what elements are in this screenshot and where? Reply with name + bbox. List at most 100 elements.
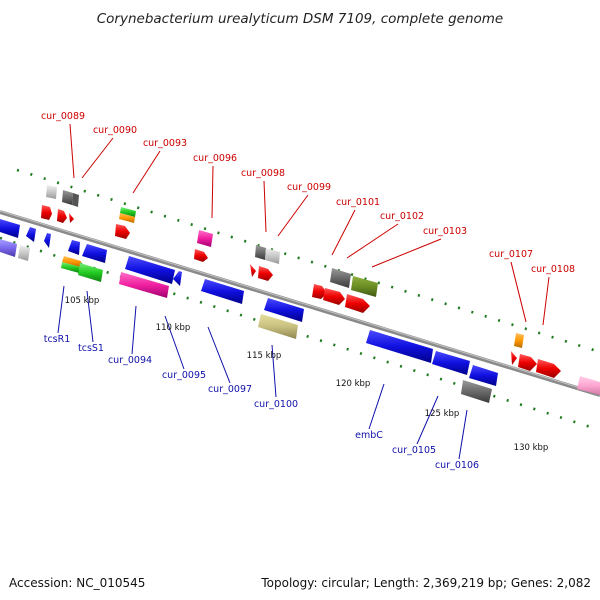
gene-cur0098-group (250, 245, 280, 281)
leader-cur_0101 (331, 209, 356, 256)
genome-backbone (0, 210, 600, 397)
accession-text: Accession: NC_010545 (9, 576, 145, 590)
gene-label-cur_0089[interactable]: cur_0089 (41, 111, 85, 122)
gene-blue-c[interactable] (68, 240, 80, 255)
gene-label-cur_0095[interactable]: cur_0095 (162, 370, 206, 381)
gene-cur_0096-magenta[interactable] (197, 230, 213, 247)
gene-label-cur_0097[interactable]: cur_0097 (208, 384, 252, 395)
leader-cur_0100 (271, 344, 277, 398)
gene-blue-d[interactable] (82, 244, 107, 263)
scale-labels: 105 kbp 110 kbp 115 kbp 120 kbp 125 kbp 130 k… (65, 296, 549, 453)
genes (0, 185, 600, 403)
leader-cur_0090 (81, 137, 114, 179)
gene-light-gray-edge[interactable] (18, 245, 30, 261)
gene-red-small[interactable] (69, 213, 74, 223)
gene-orange-b[interactable] (514, 333, 524, 348)
gene-gray-a[interactable] (255, 245, 266, 260)
leader-cur_0102 (346, 223, 399, 259)
gene-cur_0102[interactable] (323, 288, 345, 305)
gene-dark-gray[interactable] (62, 190, 73, 205)
genome-backbone-highlight (0, 210, 600, 395)
leader-cur_0099 (277, 194, 309, 237)
gene-labels-top: cur_0089 cur_0090 cur_0093 cur_0096 cur_0098… (41, 111, 575, 275)
topology-summary: Topology: circular; Length: 2,369,219 bp… (260, 576, 591, 590)
gene-blue-e[interactable] (125, 256, 175, 284)
gene-tcs-group (61, 240, 107, 282)
gene-blue-arrow[interactable] (26, 227, 36, 242)
gene-blue-f[interactable] (173, 271, 182, 286)
leader-cur_0095 (164, 315, 185, 370)
gene-label-cur_0098[interactable]: cur_0098 (241, 168, 285, 179)
gene-cur_0093[interactable] (115, 224, 130, 239)
scale-label: 110 kbp (156, 323, 191, 333)
gene-olive[interactable] (351, 276, 378, 297)
gene-label-cur_0100[interactable]: cur_0100 (254, 399, 298, 410)
gene-label-tcsS1[interactable]: tcsS1 (78, 343, 104, 354)
gene-cur_0099[interactable] (258, 266, 273, 281)
gene-label-cur_0090[interactable]: cur_0090 (93, 125, 137, 136)
gene-label-cur_0094[interactable]: cur_0094 (108, 355, 152, 366)
gene-cur0094-group (119, 256, 244, 304)
leader-cur_0106 (458, 409, 468, 460)
gene-orange-small[interactable] (119, 213, 135, 223)
gene-embC[interactable] (366, 330, 433, 363)
gene-cur_0089[interactable] (41, 205, 52, 220)
gene-left-edge-group (0, 219, 51, 261)
gene-labels-bottom: tcsR1tcsS1cur_0094cur_0095cur_0097cur_01… (44, 334, 479, 471)
gene-cur_0103[interactable] (345, 294, 370, 313)
gene-purple-edge[interactable] (0, 239, 17, 257)
leader-cur_0103 (371, 238, 442, 268)
leader-tcsR1 (57, 285, 65, 334)
gene-cur_0090[interactable] (57, 209, 67, 223)
gene-cur_0096[interactable] (194, 249, 208, 262)
gene-cur_0108-a[interactable] (518, 354, 537, 371)
gene-label-cur_0106[interactable]: cur_0106 (435, 460, 479, 471)
scale-label: 130 kbp (514, 443, 549, 453)
gene-label-cur_0107[interactable]: cur_0107 (489, 249, 533, 260)
gene-blue-edge[interactable] (0, 219, 20, 238)
gene-cur_0100[interactable] (258, 314, 298, 339)
leader-cur_0096 (211, 165, 214, 219)
scale-label: 120 kbp (336, 379, 371, 389)
gene-cur_0106-blue[interactable] (469, 365, 498, 386)
gene-light-gray[interactable] (46, 185, 57, 199)
gene-label-cur_0103[interactable]: cur_0103 (423, 226, 467, 237)
gene-label-cur_0096[interactable]: cur_0096 (193, 153, 237, 164)
gene-cur_0106[interactable] (461, 380, 492, 403)
gene-blue-small[interactable] (44, 233, 51, 248)
leader-cur_0107 (510, 261, 527, 323)
gene-gray-b[interactable] (330, 268, 351, 288)
gene-cur_0105[interactable] (432, 351, 470, 375)
gene-tcsR1-orange[interactable] (62, 256, 81, 267)
gene-label-cur_0105[interactable]: cur_0105 (392, 445, 436, 456)
leader-cur_0089 (69, 123, 75, 179)
gene-label-cur_0108[interactable]: cur_0108 (531, 264, 575, 275)
gene-label-embC[interactable]: embC (355, 430, 383, 441)
gene-cur0089-group (41, 185, 79, 223)
gene-label-tcsR1[interactable]: tcsR1 (44, 334, 71, 345)
gene-cur_0094[interactable] (119, 272, 169, 298)
leader-cur_0105 (416, 395, 439, 445)
gene-cur_0098[interactable] (250, 264, 256, 277)
gene-green-small[interactable] (120, 207, 136, 217)
gene-pink[interactable] (577, 376, 600, 395)
gene-label-cur_0101[interactable]: cur_0101 (336, 197, 380, 208)
leader-cur_0097 (207, 326, 231, 384)
gene-label-cur_0093[interactable]: cur_0093 (143, 138, 187, 149)
scale-label: 105 kbp (65, 296, 100, 306)
gene-dark-gray-2[interactable] (72, 193, 79, 207)
gene-tcsS1[interactable] (78, 263, 103, 282)
gene-cur_0101[interactable] (312, 284, 327, 299)
gene-cur_0095[interactable] (201, 279, 244, 304)
gene-cur_0097[interactable] (264, 298, 304, 322)
gene-tcsR1[interactable] (61, 262, 80, 273)
leader-tcsS1 (86, 290, 94, 343)
leader-cur_0098 (263, 180, 267, 233)
gene-label-cur_0099[interactable]: cur_0099 (287, 182, 331, 193)
gene-light-gray-a[interactable] (265, 248, 280, 264)
gene-cur_0108[interactable] (536, 359, 561, 378)
gene-cur_0107[interactable] (511, 351, 517, 365)
leader-cur_0108 (542, 276, 550, 326)
gene-label-cur_0102[interactable]: cur_0102 (380, 211, 424, 222)
gene-cur0101-group (312, 268, 378, 313)
